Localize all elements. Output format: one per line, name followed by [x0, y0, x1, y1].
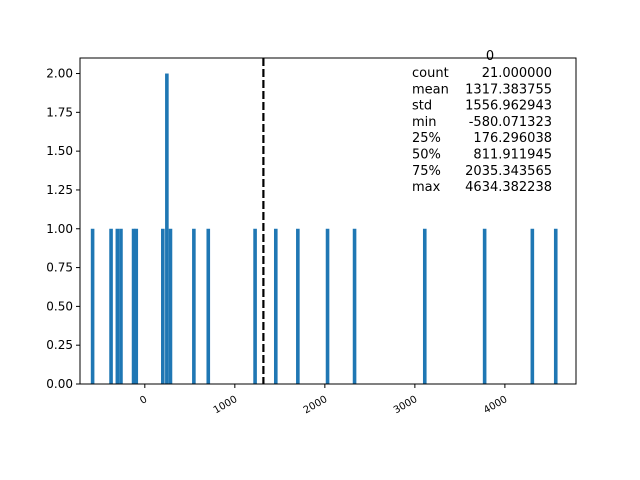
bar	[109, 228, 113, 384]
y-tick-label: 1.00	[46, 222, 73, 236]
stats-label: mean	[412, 82, 449, 97]
stats-value: 176.296038	[473, 131, 552, 146]
bar	[482, 228, 487, 384]
y-tick-label: 1.50	[46, 144, 73, 158]
bar	[119, 228, 123, 384]
bar	[352, 228, 357, 384]
stats-value: 4634.382238	[465, 180, 552, 195]
stats-table: count 21.000000 mean 1317.383755 std 1556.962…	[412, 66, 552, 195]
bar	[553, 228, 558, 384]
y-tick-label: 0.50	[46, 299, 73, 313]
stats-value: 811.911945	[473, 148, 552, 163]
stats-value: -580.071323	[469, 115, 552, 130]
bar	[134, 228, 139, 384]
stats-value: 2035.343565	[465, 164, 552, 179]
bar	[90, 228, 95, 384]
bar	[165, 73, 169, 385]
y-tick-label: 1.75	[46, 105, 73, 119]
stats-value: 21.000000	[482, 66, 552, 81]
bar	[131, 228, 136, 384]
bar	[206, 228, 211, 384]
x-tick-label: 4000	[482, 394, 510, 416]
stats-label: 75%	[412, 164, 441, 179]
y-tick-label: 0.75	[46, 261, 73, 275]
bar	[273, 228, 278, 384]
bar	[530, 228, 535, 384]
bar	[168, 228, 173, 384]
bar	[296, 228, 300, 384]
x-tick-label: 0	[138, 394, 149, 407]
x-tick-label: 3000	[392, 394, 420, 416]
stats-label: min	[412, 115, 437, 130]
bar	[192, 228, 196, 384]
y-axis: 0.00 0.25 0.50 0.75 1.00 1.25 1.50 1.75 2.00	[46, 67, 80, 391]
stats-value: 1556.962943	[465, 99, 552, 114]
bar	[325, 228, 330, 384]
stats-label: 25%	[412, 131, 441, 146]
x-tick-label: 2000	[302, 394, 330, 416]
stats-header: 0	[486, 49, 494, 64]
x-tick-label: 1000	[212, 394, 240, 416]
x-axis: 0 1000 2000 3000 4000	[138, 384, 509, 416]
stats-label: std	[412, 99, 432, 114]
bar	[161, 228, 165, 384]
stats-label: count	[412, 66, 449, 81]
y-tick-label: 2.00	[46, 67, 73, 81]
y-tick-label: 1.25	[46, 183, 73, 197]
stats-label: max	[412, 180, 441, 195]
stats-value: 1317.383755	[465, 82, 552, 97]
bar	[422, 228, 427, 384]
y-tick-label: 0.00	[46, 377, 73, 391]
stats-label: 50%	[412, 148, 441, 163]
axes-frame	[79, 57, 577, 385]
y-tick-label: 0.25	[46, 338, 73, 352]
bar	[115, 228, 120, 384]
bars-group	[90, 73, 558, 385]
bar	[253, 228, 257, 384]
